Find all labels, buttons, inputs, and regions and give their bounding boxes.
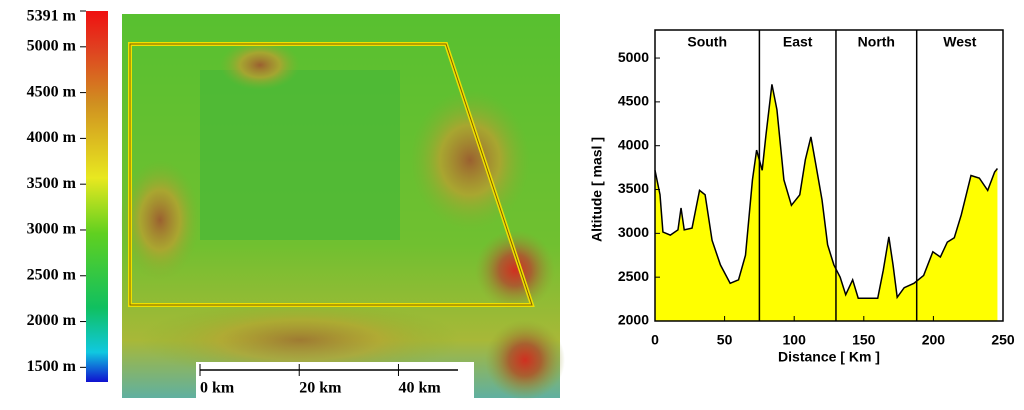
plot-frame (654, 29, 1004, 322)
colorbar-label: 5391 m (27, 8, 77, 25)
section-label: North (858, 34, 895, 50)
y-tick-label: 2500 (618, 268, 649, 284)
colorbar (86, 11, 108, 382)
x-tick-label: 250 (991, 332, 1015, 348)
y-tick-label: 4500 (618, 93, 649, 109)
x-tick-label: 200 (922, 332, 946, 348)
section-label: South (687, 34, 727, 50)
x-tick-label: 100 (783, 332, 807, 348)
colorbar-label: 4500 m (27, 83, 77, 100)
y-tick-label: 2000 (618, 312, 649, 328)
colorbar-label: 5000 m (27, 37, 77, 54)
elevation-map (120, 14, 565, 400)
x-axis-label: Distance [ Km ] (778, 349, 880, 365)
colorbar-label: 2000 m (27, 312, 77, 329)
x-tick-label: 0 (651, 332, 659, 348)
section-label: West (943, 34, 977, 50)
profile-line (654, 84, 999, 300)
y-tick-label: 3000 (618, 224, 649, 240)
scale-label: 20 km (299, 380, 342, 397)
area (655, 84, 998, 321)
colorbar-label: 3000 m (27, 221, 77, 238)
section-label: East (783, 34, 813, 50)
y-tick-label: 5000 (618, 49, 649, 65)
colorbar-label: 3500 m (27, 175, 77, 192)
y-axis-label: Altitude [ masl ] (589, 137, 605, 242)
x-tick-label: 50 (717, 332, 733, 348)
scale-label: 0 km (200, 380, 235, 397)
colorbar-label: 2500 m (27, 266, 77, 283)
x-tick-label: 150 (852, 332, 876, 348)
colorbar-label: 1500 m (27, 358, 77, 375)
scale-label: 40 km (398, 380, 441, 397)
colorbar-label: 4000 m (27, 129, 77, 146)
y-tick-label: 3500 (618, 180, 649, 196)
y-tick-label: 4000 (618, 136, 649, 152)
